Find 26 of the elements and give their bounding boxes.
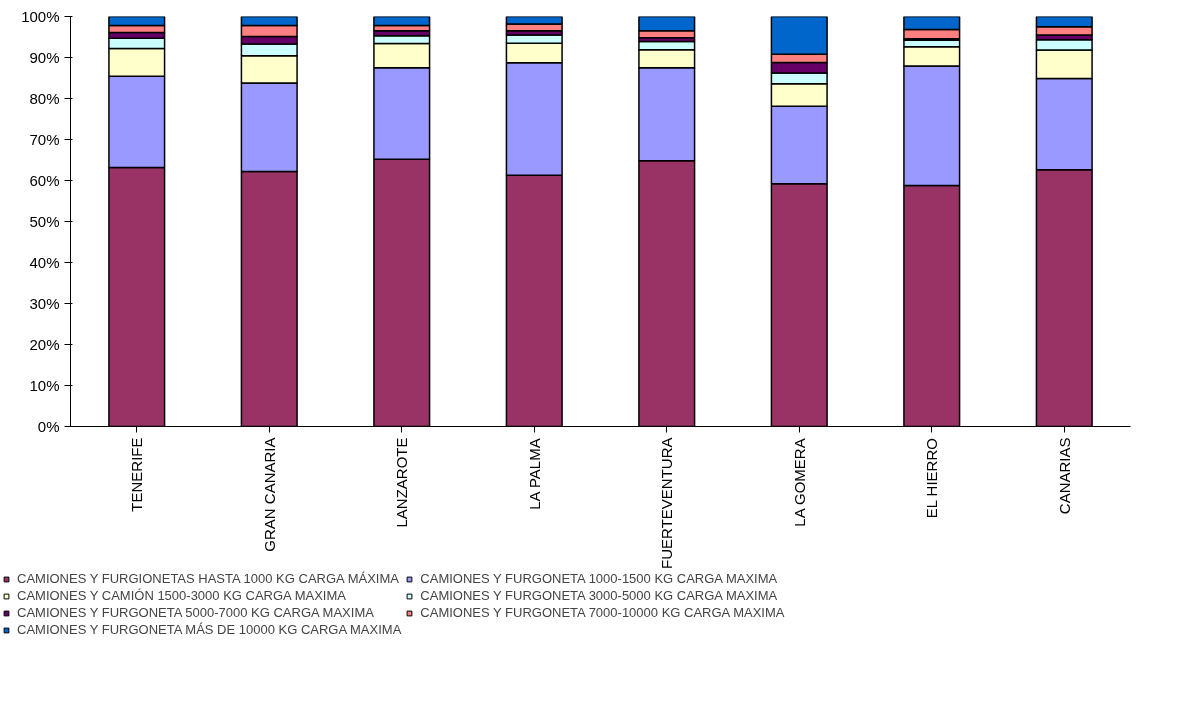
- legend-label: CAMIONES Y FURGONETA MÁS DE 10000 KG CARGA MAXIMA: [17, 622, 402, 637]
- x-tick-label: LA GOMERA: [790, 438, 808, 527]
- y-tick-label: 90%: [29, 49, 60, 66]
- y-tick-label: 0%: [37, 418, 60, 435]
- x-tick-label: LANZAROTE: [393, 437, 411, 528]
- x-tick-label: EL HIERRO: [923, 438, 941, 519]
- legend-label: CAMIONES Y FURGONETA 3000-5000 KG CARGA MAXIMA: [420, 588, 778, 603]
- legend-label: CAMIONES Y FURGONETA 1000-1500 KG CARGA MAXIMA: [420, 571, 778, 586]
- x-tick-label: TENERIFE: [128, 437, 146, 512]
- y-tick-label: 70%: [29, 131, 60, 148]
- x-tick-label: LA PALMA: [525, 438, 543, 510]
- y-tick-label: 20%: [29, 336, 60, 353]
- y-tick-label: 40%: [29, 254, 60, 271]
- x-tick-label: FUERTEVENTURA: [658, 437, 676, 569]
- y-tick-label: 80%: [29, 90, 60, 107]
- legend-label: CAMIONES Y FURGIONETAS HASTA 1000 KG CARGA MÁXIMA: [17, 571, 399, 586]
- y-tick-label: 50%: [29, 213, 60, 230]
- x-tick-label: CANARIAS: [1055, 437, 1073, 515]
- legend-label: CAMIONES Y CAMIÓN 1500-3000 KG CARGA MAXIMA: [17, 588, 346, 603]
- legend-label: CAMIONES Y FURGONETA 7000-10000 KG CARGA MAXIMA: [420, 605, 785, 620]
- y-tick-label: 30%: [29, 295, 60, 312]
- y-tick-label: 60%: [29, 172, 60, 189]
- x-tick-label: GRAN CANARIA: [260, 437, 278, 552]
- legend-label: CAMIONES Y FURGONETA 5000-7000 KG CARGA MAXIMA: [17, 605, 374, 620]
- y-tick-label: 100%: [21, 8, 60, 25]
- y-tick-label: 10%: [29, 377, 60, 394]
